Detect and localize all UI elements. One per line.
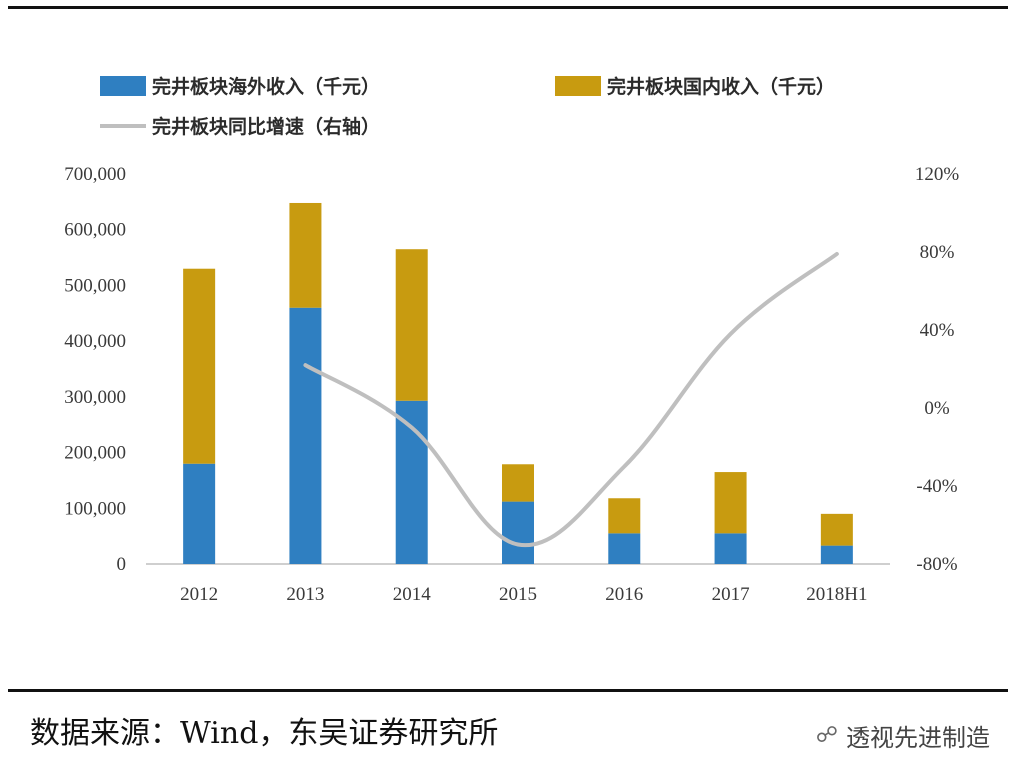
axes: 0 100,000 200,000 300,000 400,000 500,000 600,… (64, 164, 959, 605)
legend-label-growth: 完井板块同比增速（右轴） (152, 115, 380, 138)
y-left-tick-label: 200,000 (64, 443, 126, 464)
chart: 完井板块海外收入（千元） 完井板块国内收入（千元） 完井板块同比增速（右轴） 0… (64, 75, 959, 605)
bar-overseas (714, 533, 747, 564)
bar-overseas (502, 501, 534, 564)
bottom-rule (8, 689, 1008, 692)
legend-label-overseas: 完井板块海外收入（千元） (152, 75, 380, 98)
y-left-tick-label: 100,000 (64, 498, 126, 519)
y-right-tick-label: 0% (924, 398, 950, 419)
y-left-tick-label: 500,000 (64, 275, 126, 296)
bars (183, 202, 853, 564)
bar-domestic (608, 498, 641, 534)
y-right-tick-label: 120% (915, 164, 960, 185)
x-tick-label: 2017 (712, 584, 750, 605)
bar-domestic (714, 472, 747, 534)
y-right-tick-label: 80% (920, 242, 955, 263)
legend-swatch-overseas (100, 76, 146, 96)
bar-overseas (183, 463, 216, 564)
growth-line-group (303, 251, 839, 548)
bar-overseas (289, 307, 322, 564)
watermark-text: 透视先进制造 (846, 724, 990, 752)
bar-domestic (289, 202, 322, 308)
x-tick-label: 2015 (499, 584, 537, 605)
x-tick-label: 2013 (286, 584, 324, 605)
legend-swatch-domestic (555, 76, 601, 96)
growth-line (303, 251, 839, 548)
y-left-tick-label: 400,000 (64, 331, 126, 352)
x-tick-label: 2012 (180, 584, 218, 605)
bar-domestic (183, 268, 216, 464)
legend: 完井板块海外收入（千元） 完井板块国内收入（千元） 完井板块同比增速（右轴） (100, 75, 835, 138)
y-left-tick-label: 600,000 (64, 220, 126, 241)
legend-label-domestic: 完井板块国内收入（千元） (607, 75, 835, 98)
y-right-tick-label: 40% (920, 320, 955, 341)
y-left-tick-label: 0 (117, 554, 127, 575)
watermark: ☍ 透视先进制造 (816, 718, 990, 753)
x-tick-label: 2018H1 (806, 584, 867, 605)
y-right-tick-label: -40% (916, 476, 957, 497)
y-right-tick-label: -80% (916, 554, 957, 575)
bar-domestic (502, 464, 534, 502)
bar-domestic (395, 249, 428, 401)
bar-overseas (608, 533, 641, 564)
x-tick-label: 2014 (393, 584, 432, 605)
bar-overseas (820, 545, 853, 564)
bar-domestic (820, 513, 853, 546)
source-note: 数据来源：Wind，东吴证券研究所 (30, 716, 499, 751)
y-left-tick-label: 700,000 (64, 164, 126, 185)
top-rule (8, 6, 1008, 9)
wechat-icon: ☍ (815, 723, 838, 748)
x-tick-label: 2016 (605, 584, 643, 605)
y-left-tick-label: 300,000 (64, 387, 126, 408)
